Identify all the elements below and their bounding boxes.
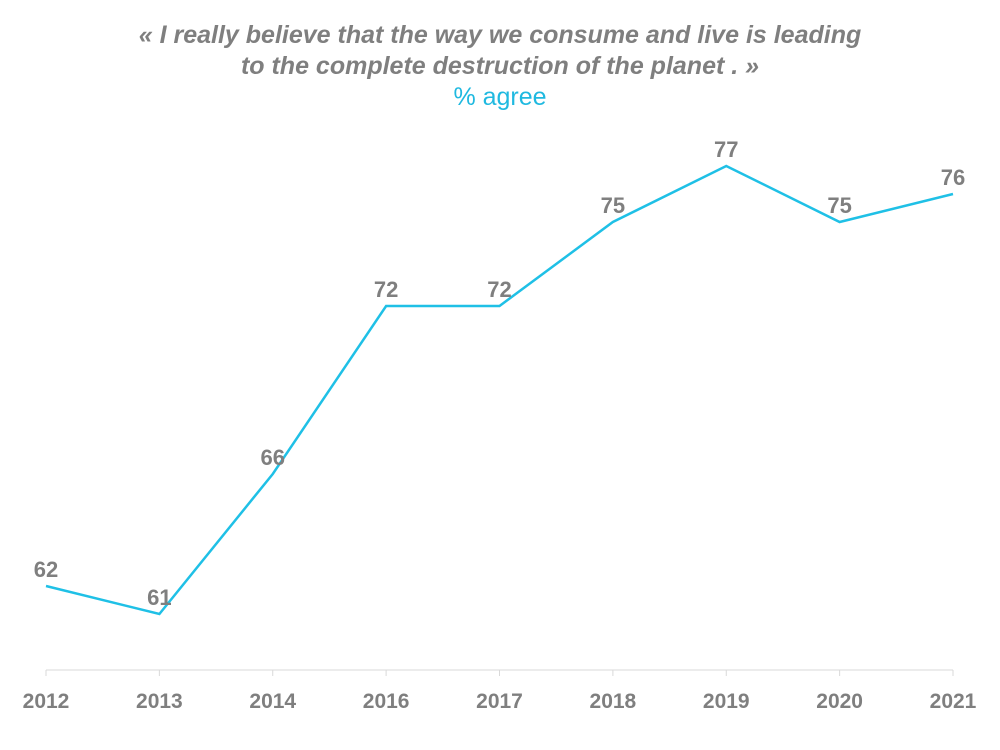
x-tick-label-2013: 2013	[136, 690, 183, 713]
series-line-0	[45, 164, 954, 616]
data-label-2021: 76	[941, 165, 965, 190]
data-label-2017: 72	[487, 277, 511, 302]
chart-title-block: « I really believe that the way we consu…	[0, 20, 1000, 113]
data-label-2020: 75	[827, 193, 851, 218]
x-tick-label-2019: 2019	[703, 690, 750, 713]
data-label-2014: 66	[261, 445, 285, 470]
x-tick-label-2016: 2016	[363, 690, 410, 713]
data-label-2013: 61	[147, 585, 171, 610]
chart-title-line-2: to the complete destruction of the plane…	[240, 52, 760, 80]
x-tick-label-2020: 2020	[816, 690, 863, 713]
x-tick-label-2014: 2014	[249, 690, 296, 713]
chart-title-line-1: « I really believe that the way we consu…	[138, 21, 862, 49]
chart-subtitle: % agree	[453, 83, 547, 111]
x-tick-label-2018: 2018	[590, 690, 637, 713]
data-label-2016: 72	[374, 277, 398, 302]
x-tick-label-2012: 2012	[23, 690, 70, 713]
data-label-2018: 75	[601, 193, 625, 218]
data-label-2012: 62	[34, 557, 58, 582]
x-tick-label-2017: 2017	[476, 690, 523, 713]
data-label-2019: 77	[714, 137, 738, 162]
x-tick-label-2021: 2021	[930, 690, 977, 713]
